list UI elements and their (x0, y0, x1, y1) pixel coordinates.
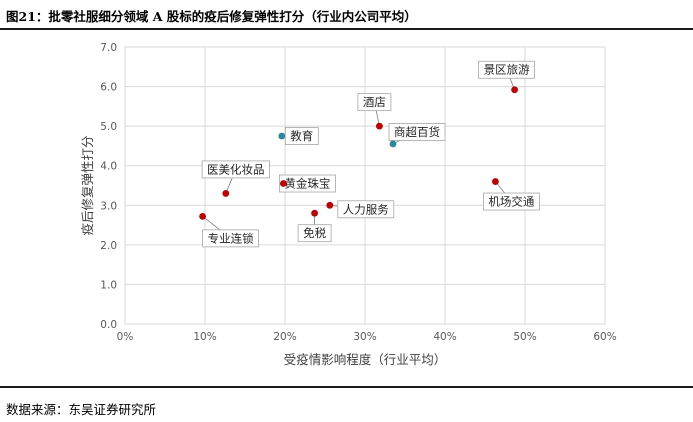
y-tick-label: 6.0 (100, 82, 117, 94)
callout-box (478, 60, 536, 79)
y-tick-label: 1.0 (100, 279, 117, 291)
data-label: 人力服务 (343, 202, 389, 216)
figure-header: 图21：批零社服细分领域 A 股标的疫后修复弹性打分（行业内公司平均） (0, 0, 693, 30)
data-point (326, 201, 334, 209)
data-points (199, 86, 518, 220)
top-rule (0, 28, 693, 30)
axis-titles: 受疫情影响程度（行业平均） 疫后修复弹性打分 (80, 135, 446, 367)
data-point (278, 132, 286, 140)
y-tick-label: 2.0 (100, 240, 117, 252)
data-label: 景区旅游 (484, 63, 530, 77)
y-tick-label: 0.0 (100, 319, 117, 331)
y-tick-label: 4.0 (100, 161, 117, 173)
y-tick-label: 7.0 (100, 42, 117, 54)
x-tick-label: 50% (513, 331, 536, 343)
y-tick-label: 3.0 (100, 200, 117, 212)
callout-box (278, 174, 336, 193)
data-point (376, 122, 383, 130)
data-label: 教育 (290, 129, 313, 143)
x-tick-label: 30% (353, 331, 376, 343)
source-note: 数据来源：东吴证券研究所 (6, 402, 157, 417)
tick-labels: 0.0 1.0 2.0 3.0 4.0 5.0 6.0 7.0 0% 10% 20% 30% 40% 50… (100, 42, 616, 343)
data-point (492, 178, 499, 185)
callout-box (202, 229, 260, 248)
data-label: 免税 (303, 226, 326, 240)
callout-box (388, 123, 446, 141)
chart-canvas: 0.0 1.0 2.0 3.0 4.0 5.0 6.0 7.0 0% 10% 20% 30% 40% 50… (80, 42, 617, 367)
bottom-rule (0, 386, 693, 388)
callout-box (297, 224, 332, 243)
data-point (222, 190, 230, 197)
callout-box (357, 93, 392, 112)
data-point (389, 140, 397, 148)
x-tick-label: 20% (273, 331, 296, 343)
scatter-chart: 0.0 1.0 2.0 3.0 4.0 5.0 6.0 7.0 0% 10% 20% 30% 40% 50… (0, 30, 693, 386)
x-axis-title: 受疫情影响程度（行业平均） (284, 352, 447, 367)
grid-lines (124, 46, 606, 325)
data-label: 商超百货 (394, 125, 440, 139)
data-label: 机场交通 (488, 195, 534, 209)
y-tick-label: 5.0 (100, 121, 117, 133)
data-label: 医美化妆品 (207, 162, 265, 176)
data-label: 酒店 (363, 95, 386, 109)
callout-box (337, 200, 395, 219)
x-tick-label: 10% (193, 331, 216, 343)
x-tick-label: 40% (433, 331, 456, 343)
data-point (311, 209, 318, 217)
y-axis-title: 疫后修复弹性打分 (80, 135, 95, 235)
x-tick-label: 60% (593, 331, 616, 343)
callout-box (284, 127, 319, 145)
figure-title: 图21：批零社服细分领域 A 股标的疫后修复弹性打分（行业内公司平均） (6, 9, 417, 24)
data-point (199, 212, 207, 220)
data-point (511, 86, 518, 94)
data-label: 专业连锁 (208, 231, 254, 245)
x-tick-label: 0% (117, 331, 134, 343)
callout-box (201, 160, 270, 179)
callout-box (482, 192, 540, 211)
data-point (280, 180, 287, 187)
data-label: 黄金珠宝 (284, 177, 330, 191)
